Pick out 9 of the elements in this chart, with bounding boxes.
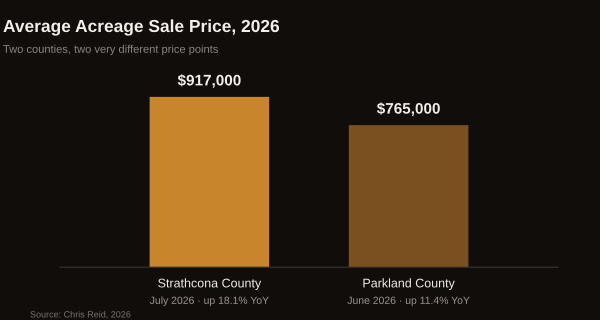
text: July 2026 · up 18.1% YoY xyxy=(150,296,269,306)
chart-subtitle: Two counties, two very different price points xyxy=(3,44,218,56)
data-label: $917,000 xyxy=(178,74,241,88)
x-tick-label: Parkland County xyxy=(363,278,455,290)
chart-title: Average Acreage Sale Price, 2026 xyxy=(3,19,280,36)
source-note: Source: Chris Reid, 2026 xyxy=(30,310,130,319)
data-label: $765,000 xyxy=(376,102,440,116)
x-tick-label: Strathcona County xyxy=(158,278,262,290)
text: June 2026 · up 11.4% YoY xyxy=(347,296,470,306)
